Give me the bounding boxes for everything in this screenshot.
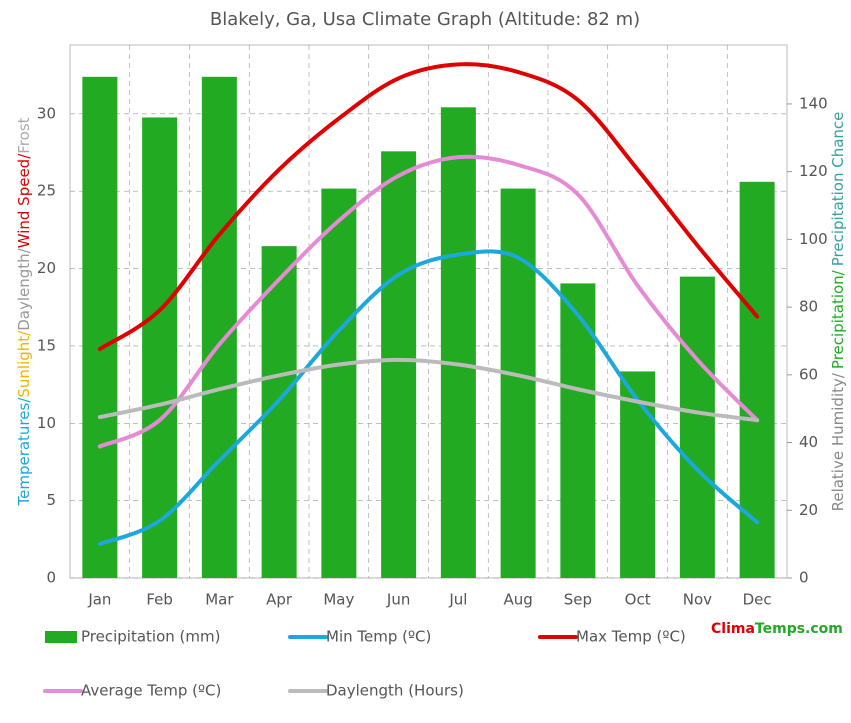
y2-tick-label: 80 [799,298,818,316]
watermark-part: Temps.com [755,621,843,637]
y2-tick-label: 100 [799,230,828,248]
y-tick-label: 5 [46,491,56,509]
watermark-part: Clima [711,621,755,637]
x-tick-label: Jun [386,591,410,609]
bar [142,117,178,578]
y-tick-label: 0 [46,569,56,587]
y-axis-label-part: Daylength/ [15,247,33,330]
line [97,357,760,423]
bar [679,276,715,578]
y2-axis-label-part: Precipitation/ [829,269,847,369]
x-tick-label: Nov [683,591,712,609]
y-tick-label: 30 [37,104,56,122]
y2-axis-label-part: Relative Humidity/ [829,372,847,511]
y-tick-label: 10 [37,414,56,432]
watermark: ClimaTemps.com [711,621,843,637]
bar [440,107,476,578]
x-tick-label: May [323,591,354,609]
y2-tick-label: 20 [799,501,818,519]
legend-label: Precipitation (mm) [81,628,220,646]
bar [500,188,536,579]
y-tick-label: 15 [37,336,56,354]
x-tick-label: Feb [146,591,173,609]
legend-swatch [45,631,77,643]
x-tick-label: Mar [205,591,234,609]
line [97,62,760,352]
y2-tick-label: 60 [799,365,818,383]
bar [82,76,118,579]
x-tick-label: Oct [625,591,651,609]
legend-label: Average Temp (ºC) [81,682,221,700]
y-tick-label: 25 [37,182,56,200]
bar [321,188,357,579]
y-axis-label-part: Sunlight/ [15,330,33,398]
bar [201,76,237,579]
y-axis-label-part: Frost [15,117,33,153]
line [97,154,760,449]
bar [381,151,417,578]
y-tick-label: 20 [37,259,56,277]
y2-tick-label: 0 [799,569,809,587]
y-axis-label-part: Temperatures/ [15,397,33,507]
x-tick-label: Dec [743,591,772,609]
legend-label: Daylength (Hours) [326,682,464,700]
chart-title: Blakely, Ga, Usa Climate Graph (Altitude… [210,9,640,30]
line [97,249,760,546]
x-tick-label: Aug [503,591,532,609]
legend-label: Min Temp (ºC) [326,628,431,646]
legend-label: Max Temp (ºC) [576,628,686,646]
y2-axis-label-part: Precipitation Chance [829,112,847,267]
x-tick-label: Jan [87,591,111,609]
y2-tick-label: 140 [799,94,828,112]
bar [560,283,596,578]
x-tick-label: Jul [448,591,467,609]
y2-tick-label: 40 [799,433,818,451]
y2-tick-label: 120 [799,162,828,180]
bar [739,181,775,578]
y2-axis-label: Relative Humidity/Precipitation/Precipit… [829,112,847,512]
y-axis-label: Temperatures/Sunlight/Daylength/Wind Spe… [15,117,33,506]
y-axis-label-part: Wind Speed/ [15,153,33,248]
x-tick-label: Apr [266,591,293,609]
x-tick-label: Sep [564,591,592,609]
